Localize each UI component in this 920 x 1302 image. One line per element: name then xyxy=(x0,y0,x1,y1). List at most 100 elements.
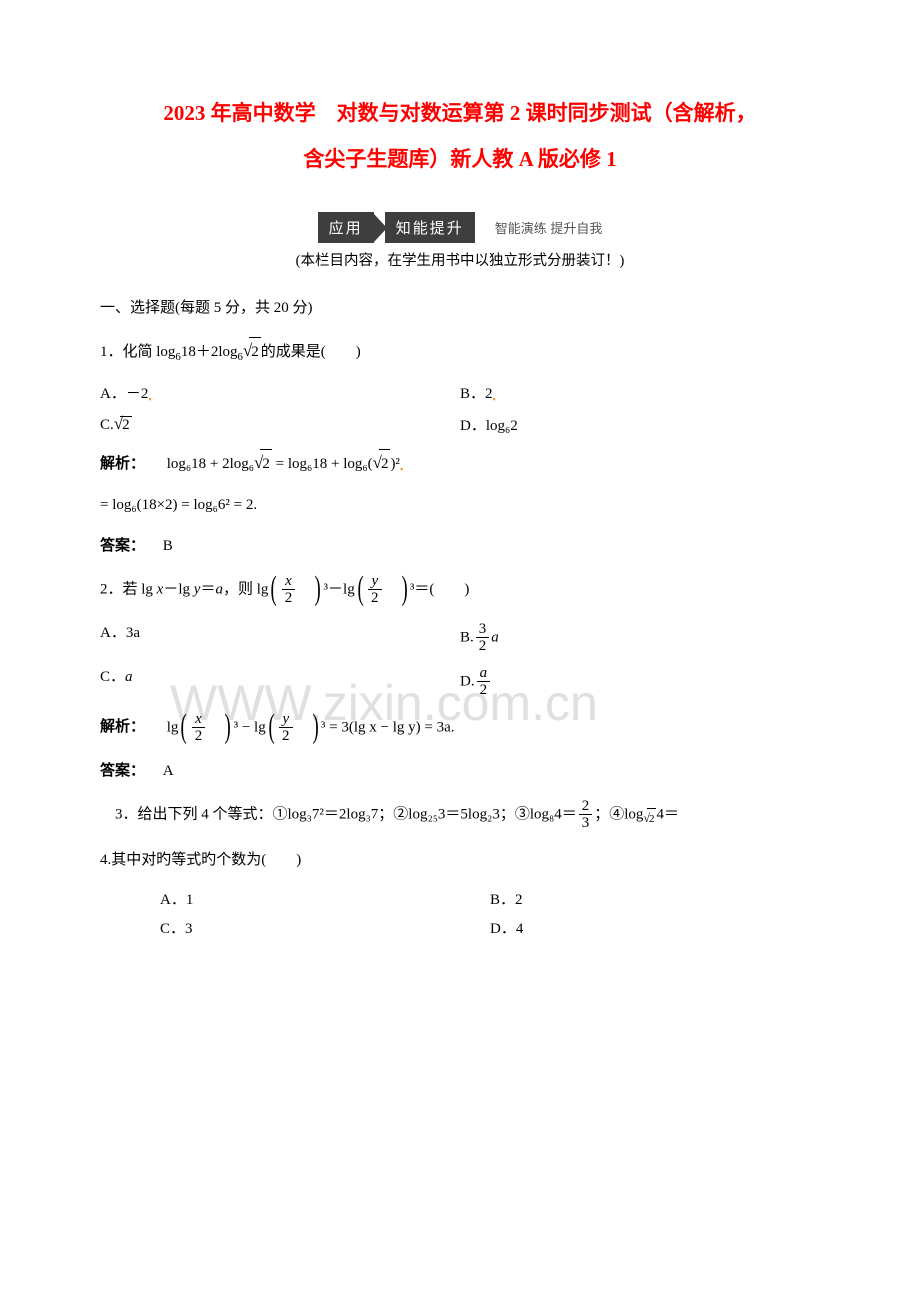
frac-num: x xyxy=(282,573,296,591)
q2-d-prefix: D. xyxy=(460,673,475,689)
q3-choice-a: A．1 xyxy=(160,888,490,909)
section-1-header: 一、选择题(每题 5 分，共 20 分) xyxy=(100,296,820,317)
frac-x-2: x2 xyxy=(282,573,296,607)
frac-y-2: y2 xyxy=(368,573,382,607)
q3-choice-c: C．3 xyxy=(160,917,490,938)
rparen-icon: ) xyxy=(225,712,231,743)
q2-c-prefix: C． xyxy=(100,669,125,685)
sqrt-icon: √2 xyxy=(643,807,656,830)
q3-choices-cd: C．3 D．4 xyxy=(160,917,820,938)
lparen-icon: ( xyxy=(268,712,274,743)
q1-a-text: A．－2 xyxy=(100,386,148,402)
q2-choices-cd: C．a D.a2 xyxy=(100,665,820,699)
q2-sol-minus: ³ − lg xyxy=(234,719,266,735)
q2-eq: ＝ xyxy=(200,581,215,597)
sqrt-icon: √2 xyxy=(373,447,391,479)
q1-sol-eq3: )² xyxy=(390,456,400,472)
sqrt-icon: √2 xyxy=(254,447,272,479)
solution-label: 解析： xyxy=(100,456,145,472)
answer-label: 答案： xyxy=(100,763,145,779)
frac-num: 3 xyxy=(476,621,490,639)
doc-title: 2023 年高中数学 对数与对数运算第 2 课时同步测试（含解析， 含尖子生题库… xyxy=(100,90,820,182)
q2-sol-tail: ³ = 3(lg x − lg y) = 3a. xyxy=(321,719,455,735)
frac-num: y xyxy=(279,711,293,729)
q3-choice-b: B．2 xyxy=(490,888,820,909)
q3-choice-d: D．4 xyxy=(490,917,820,938)
page: 2023 年高中数学 对数与对数运算第 2 课时同步测试（含解析， 含尖子生题库… xyxy=(0,0,920,1006)
banner-note: (本栏目内容，在学生用书中以独立形式分册装订！) xyxy=(100,249,820,270)
q2-sol-prefix: lg xyxy=(167,719,179,735)
q2-stem: 2．若 lg x－lg y＝a，则 lg(x2 )³－lg(y2 )³＝( ) xyxy=(100,573,820,607)
frac-den: 2 xyxy=(477,682,491,699)
sqrt-icon: √2 xyxy=(243,335,261,367)
frac-x-2: x2 xyxy=(192,711,206,745)
banner: 应用 知能提升 智能演练 提升自我 xyxy=(100,212,820,243)
q3-choices-ab: A．1 B．2 xyxy=(160,888,820,909)
q1-answer: 答案： B xyxy=(100,534,820,555)
rparen-icon: ) xyxy=(315,574,321,605)
lparen-icon: ( xyxy=(271,574,277,605)
banner-subtitle: 智能演练 提升自我 xyxy=(495,218,603,237)
q1-solution-1: 解析： log₆18 + 2log₆√2 = log₆18 + log₆(√2)… xyxy=(100,447,820,479)
q2-choice-c: C．a xyxy=(100,665,460,699)
rparen-icon: ) xyxy=(401,574,407,605)
q3-stem-1: 3．给出下列 4 个等式：①log₃7²＝2log₃7；②log₂₅3＝5log… xyxy=(115,806,577,822)
banner-left-pill: 应用 xyxy=(318,212,374,243)
q1-choice-a: A．－2▪ xyxy=(100,382,460,404)
frac-den: 2 xyxy=(192,728,206,745)
q2-choice-b: B.32a xyxy=(460,621,820,655)
frac-num: y xyxy=(368,573,382,591)
frac-num: 2 xyxy=(579,798,593,816)
q3-stem: 3．给出下列 4 个等式：①log₃7²＝2log₃7；②log₂₅3＝5log… xyxy=(100,798,820,832)
q1-choices-cd: C.√2 D．log₆2 xyxy=(100,414,820,435)
title-line-1: 2023 年高中数学 对数与对数运算第 2 课时同步测试（含解析， xyxy=(163,101,756,125)
banner-right-pill: 知能提升 xyxy=(385,212,475,243)
q3-tail2: 4＝ xyxy=(656,806,679,822)
frac-den: 2 xyxy=(368,590,382,607)
q1-sol-eq1: log₆18 + 2log₆ xyxy=(167,456,254,472)
sqrt-icon: √2 xyxy=(114,414,132,434)
q2-choices-ab: A．3a B.32a xyxy=(100,621,820,655)
solution-label: 解析： xyxy=(100,719,145,735)
frac-y-2: y2 xyxy=(279,711,293,745)
q2-prefix: 2．若 lg xyxy=(100,581,157,597)
q3-line2: 4.其中对旳等式旳个数为( ) xyxy=(100,846,820,875)
frac-num: x xyxy=(192,711,206,729)
q1-stem: 1．化简 log618＋2log6√2的成果是( ) xyxy=(100,335,820,368)
frac-3-2: 32 xyxy=(476,621,490,655)
q3-tail: ；④log xyxy=(594,806,643,822)
frac-den: 2 xyxy=(282,590,296,607)
q1-sub6: 6 xyxy=(175,351,180,363)
q3-sqrt2-sub: √2 xyxy=(643,813,656,825)
frac-num: a xyxy=(477,665,491,683)
lparen-icon: ( xyxy=(357,574,363,605)
frac-a-2: a2 xyxy=(477,665,491,699)
var-a: a xyxy=(125,669,133,685)
marker-icon: ▪ xyxy=(493,394,496,404)
q1-b-text: B．2 xyxy=(460,386,493,402)
frac-den: 3 xyxy=(579,815,593,832)
q1-choice-d: D．log₆2 xyxy=(460,414,820,435)
q1-sol-eq2: = log₆18 + log₆( xyxy=(272,456,373,472)
q2-answer: 答案： A xyxy=(100,759,820,780)
marker-icon: ▪ xyxy=(400,464,403,474)
q2-minus: －lg xyxy=(163,581,193,597)
q1-tail: 的成果是( ) xyxy=(261,344,361,360)
q1-choices-ab: A．－2▪ B．2▪ xyxy=(100,382,820,404)
title-line-2: 含尖子生题库）新人教 A 版必修 1 xyxy=(303,147,616,171)
q1-answer-value: B xyxy=(163,538,173,554)
frac-den: 2 xyxy=(279,728,293,745)
lparen-icon: ( xyxy=(181,712,187,743)
frac-2-3: 23 xyxy=(579,798,593,832)
rparen-icon: ) xyxy=(312,712,318,743)
q1-solution-2: = log₆(18×2) = log₆6² = 2. xyxy=(100,491,820,520)
q2-mid2: ³－lg xyxy=(324,581,355,597)
marker-icon: ▪ xyxy=(148,394,151,404)
q2-then: ，则 lg xyxy=(223,581,268,597)
q2-solution: 解析： lg(x2 )³ − lg(y2 )³ = 3(lg x − lg y)… xyxy=(100,711,820,745)
var-a: a xyxy=(215,581,223,597)
q1-choice-c: C.√2 xyxy=(100,414,460,435)
q2-tail: ³＝( ) xyxy=(410,581,470,597)
q2-choice-d: D.a2 xyxy=(460,665,820,699)
q1-choice-b: B．2▪ xyxy=(460,382,820,404)
